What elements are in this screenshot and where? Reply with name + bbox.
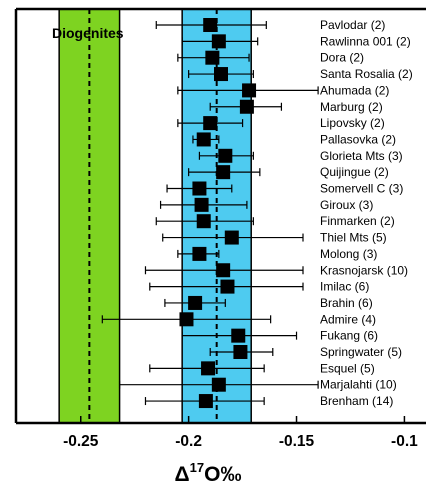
data-marker-6 <box>203 116 218 131</box>
band-label-0: Diogenites <box>52 25 124 41</box>
data-marker-22 <box>211 377 226 392</box>
data-marker-8 <box>218 148 233 163</box>
site-label-3: Santa Rosalia (2) <box>320 67 413 81</box>
site-label-10: Somervell C (3) <box>320 182 403 196</box>
site-label-23: Brenham (14) <box>320 394 393 408</box>
data-marker-1 <box>211 34 226 49</box>
data-marker-18 <box>179 312 194 327</box>
x-tick-label-1: -0.2 <box>175 433 202 450</box>
x-axis-title: Δ17O‰ <box>175 460 242 486</box>
site-label-7: Pallasovka (2) <box>320 132 396 146</box>
median-lines <box>88 9 218 423</box>
site-label-18: Admire (4) <box>320 312 376 326</box>
data-marker-16 <box>220 279 235 294</box>
x-axis-ticks: -0.25 -0.2 -0.15 -0.1 <box>63 416 418 450</box>
site-label-5: Marburg (2) <box>320 100 383 114</box>
x-axis-title-symbol: Δ <box>175 463 190 486</box>
x-tick-label-2: -0.15 <box>279 433 315 450</box>
data-marker-14 <box>192 246 207 261</box>
x-tick-label-3: -0.1 <box>391 433 418 450</box>
site-label-21: Esquel (5) <box>320 361 375 375</box>
data-marker-13 <box>224 230 239 245</box>
x-axis-title-superscript: 17 <box>190 460 204 475</box>
x-axis-title-rest: O‰ <box>204 463 241 486</box>
site-label-16: Imilac (6) <box>320 280 369 294</box>
x-tick-label-0: -0.25 <box>63 433 99 450</box>
site-label-20: Springwater (5) <box>320 345 402 359</box>
site-label-2: Dora (2) <box>320 51 364 65</box>
data-marker-12 <box>196 214 211 229</box>
site-label-22: Marjalahti (10) <box>320 378 397 392</box>
data-marker-7 <box>196 132 211 147</box>
site-label-12: Finmarken (2) <box>320 214 395 228</box>
data-marker-17 <box>188 295 203 310</box>
data-marker-10 <box>192 181 207 196</box>
data-marker-2 <box>205 50 220 65</box>
site-label-0: Pavlodar (2) <box>320 18 385 32</box>
site-label-13: Thiel Mts (5) <box>320 231 387 245</box>
data-marker-11 <box>194 197 209 212</box>
site-labels: Pavlodar (2) Rawlinna 001 (2) Dora (2) Sant… <box>320 18 413 408</box>
site-label-15: Krasnojarsk (10) <box>320 263 408 277</box>
site-label-19: Fukang (6) <box>320 329 378 343</box>
plot-frame <box>14 7 426 425</box>
site-label-11: Giroux (3) <box>320 198 373 212</box>
data-marker-5 <box>239 99 254 114</box>
site-label-8: Glorieta Mts (3) <box>320 149 403 163</box>
data-marker-20 <box>233 345 248 359</box>
data-marker-9 <box>216 165 231 180</box>
data-marker-15 <box>216 263 231 278</box>
data-marker-3 <box>214 67 228 82</box>
data-marker-21 <box>201 361 216 376</box>
site-label-17: Brahin (6) <box>320 296 373 310</box>
site-label-9: Quijingue (2) <box>320 165 389 179</box>
data-marker-0 <box>203 18 218 32</box>
data-markers <box>179 18 257 409</box>
site-label-6: Lipovsky (2) <box>320 116 385 130</box>
site-label-14: Molong (3) <box>320 247 377 261</box>
data-marker-23 <box>198 394 213 409</box>
data-marker-4 <box>242 83 257 98</box>
site-label-4: Ahumada (2) <box>320 83 389 97</box>
data-marker-19 <box>231 328 246 343</box>
site-label-1: Rawlinna 001 (2) <box>320 34 411 48</box>
